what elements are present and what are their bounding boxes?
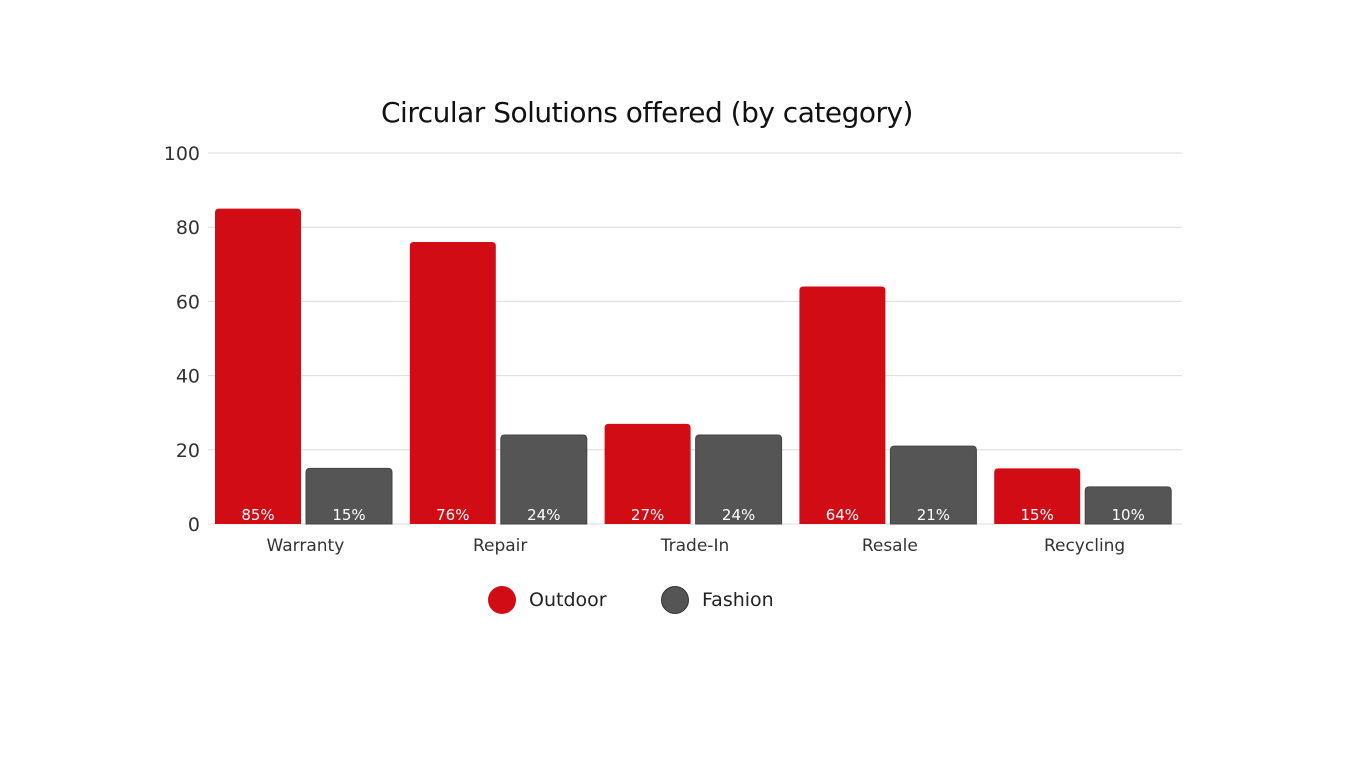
data-label: 24%: [722, 506, 755, 524]
bar-outdoor: [409, 242, 496, 525]
data-label: 15%: [1021, 506, 1054, 524]
y-tick-label: 0: [188, 514, 200, 536]
legend-item-outdoor: Outdoor: [488, 586, 607, 614]
chart-title: Circular Solutions offered (by category): [381, 96, 913, 129]
data-label: 15%: [332, 506, 365, 524]
legend-label-outdoor: Outdoor: [529, 589, 607, 611]
bar-outdoor: [799, 286, 886, 524]
data-label: 21%: [917, 506, 950, 524]
data-label: 64%: [826, 506, 859, 524]
bar-fashion: [305, 467, 393, 525]
bar-fashion: [889, 445, 977, 525]
bar-outdoor: [215, 208, 301, 524]
bar-fashion: [1084, 486, 1172, 525]
legend-swatch-outdoor: [488, 586, 516, 614]
legend-swatch-fashion: [661, 586, 689, 614]
y-tick-label: 40: [176, 366, 200, 388]
data-label: 10%: [1112, 506, 1145, 524]
y-tick-label: 20: [176, 440, 200, 462]
y-tick-label: 100: [164, 143, 200, 165]
y-tick-label: 60: [176, 291, 200, 313]
legend-item-fashion: Fashion: [661, 586, 774, 614]
bar-outdoor: [604, 423, 691, 524]
data-label: 85%: [241, 506, 274, 524]
x-tick-label: Recycling: [1044, 536, 1125, 556]
legend-label-fashion: Fashion: [702, 589, 774, 611]
x-tick-label: Resale: [862, 536, 918, 556]
x-tick-label: Warranty: [267, 536, 345, 556]
x-tick-label: Repair: [473, 536, 527, 556]
data-label: 27%: [631, 506, 664, 524]
y-tick-label: 80: [176, 217, 200, 239]
bar-fashion: [695, 434, 783, 525]
bar-fashion: [500, 434, 588, 525]
bar-outdoor: [994, 468, 1081, 524]
data-label: 76%: [436, 506, 469, 524]
x-tick-label: Trade-In: [660, 536, 729, 556]
data-label: 24%: [527, 506, 560, 524]
